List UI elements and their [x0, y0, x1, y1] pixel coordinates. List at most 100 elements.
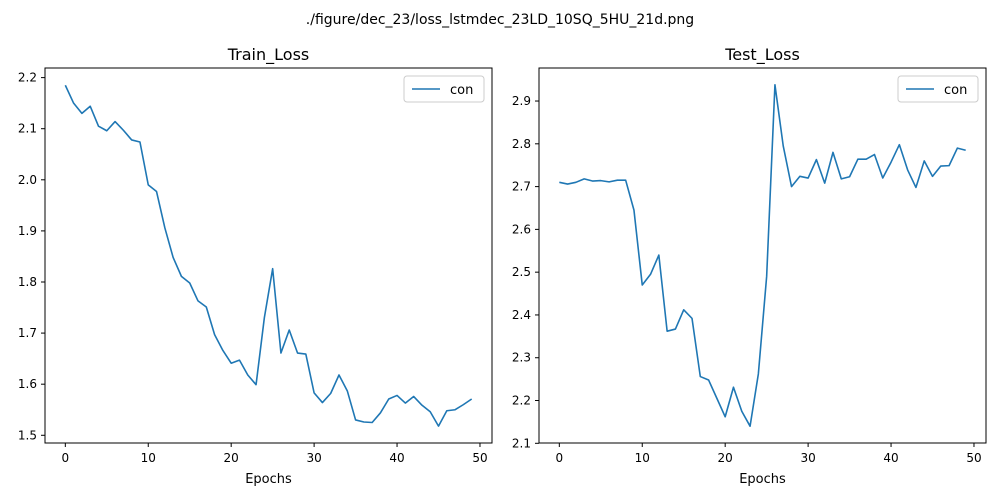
test-loss-data-point: [724, 416, 726, 418]
train-loss-data-point: [421, 404, 423, 406]
test-loss-data-point: [749, 425, 751, 427]
train-loss-title: Train_Loss: [227, 45, 309, 65]
train-loss-data-point: [214, 334, 216, 336]
train-loss-data-point: [222, 350, 224, 352]
test-loss-data-point: [583, 178, 585, 180]
train-loss-data-point: [288, 329, 290, 331]
train-loss-data-point: [346, 390, 348, 392]
train-loss-data-point: [280, 352, 282, 354]
train-loss-data-point: [81, 113, 83, 115]
train-loss-x-tick-label: 0: [61, 451, 69, 465]
train-loss-y-tick-label: 1.9: [18, 224, 37, 238]
test-loss-data-point: [865, 158, 867, 160]
test-loss-y-tick-label: 2.2: [512, 394, 531, 408]
test-loss-y-tick-label: 2.4: [512, 308, 531, 322]
train-loss-data-point: [438, 425, 440, 427]
train-loss-legend-box: [403, 75, 485, 103]
test-loss-data-point: [849, 176, 851, 178]
train-loss-data-point: [413, 396, 415, 398]
train-loss-data-point: [164, 227, 166, 229]
figure-suptitle: ./figure/dec_23/loss_lstmdec_23LD_10SQ_5…: [306, 12, 694, 28]
test-loss-x-tick-label: 10: [635, 451, 650, 465]
test-loss-data-point: [567, 183, 569, 185]
test-loss-data-point: [874, 154, 876, 156]
train-loss-data-point: [123, 129, 125, 131]
train-loss-data-point: [139, 141, 141, 143]
test-loss-data-point: [691, 318, 693, 320]
train-loss-data-point: [446, 410, 448, 412]
train-loss-x-tick-label: 20: [224, 451, 239, 465]
train-loss-data-point: [255, 384, 257, 386]
test-loss-data-point: [932, 176, 934, 178]
test-loss-x-tick-label: 40: [883, 451, 898, 465]
train-loss-data-point: [272, 268, 274, 270]
test-loss-data-point: [633, 209, 635, 211]
test-loss-axes-frame: [538, 67, 987, 444]
test-loss-data-point: [658, 254, 660, 256]
test-loss-data-point: [716, 398, 718, 400]
train-loss-data-point: [65, 84, 67, 86]
test-loss-data-point: [700, 376, 702, 378]
test-loss-data-point: [733, 386, 735, 388]
test-loss-data-point: [708, 379, 710, 381]
test-loss-data-point: [766, 276, 768, 278]
test-loss-x-tick-label: 50: [966, 451, 981, 465]
test-loss-data-point: [923, 160, 925, 162]
test-loss-title: Test_Loss: [724, 45, 800, 65]
train-loss-y-tick-label: 1.7: [18, 326, 37, 340]
test-loss-data-point: [617, 179, 619, 181]
test-loss-x-axis-label: Epochs: [739, 472, 786, 487]
train-loss-data-point: [380, 412, 382, 414]
train-loss-data-point: [454, 409, 456, 411]
test-loss-y-tick-label: 2.5: [512, 265, 531, 279]
test-loss-y-tick-label: 2.7: [512, 180, 531, 194]
train-loss-series-line-con: [64, 84, 473, 427]
train-loss-data-point: [189, 282, 191, 284]
test-loss-data-point: [774, 84, 776, 86]
test-loss-data-point: [965, 149, 967, 151]
train-loss-data-point: [305, 353, 307, 355]
train-loss-x-axis-label: Epochs: [245, 472, 292, 487]
train-loss-data-point: [172, 257, 174, 259]
test-loss-data-point: [915, 187, 917, 189]
train-loss-y-tick-label: 2.0: [18, 173, 37, 187]
test-loss-x-tick-label: 20: [718, 451, 733, 465]
test-loss-data-point: [600, 180, 602, 182]
train-loss-y-tick-label: 2.1: [18, 122, 37, 136]
test-loss-x-tick-label: 30: [800, 451, 815, 465]
test-loss-legend-box: [897, 75, 979, 103]
test-loss-y-tick-label: 2.8: [512, 137, 531, 151]
train-loss-data-point: [396, 395, 398, 397]
train-loss-data-point: [322, 402, 324, 404]
test-loss-data-point: [782, 145, 784, 147]
test-loss-data-point: [799, 176, 801, 178]
test-loss-data-point: [592, 180, 594, 182]
train-loss-x-tick-label: 30: [306, 451, 321, 465]
test-loss-data-point: [824, 182, 826, 184]
train-loss-data-point: [73, 102, 75, 104]
test-loss-data-point: [957, 147, 959, 149]
test-loss-y-tick-label: 2.9: [512, 94, 531, 108]
train-loss-data-point: [147, 184, 149, 186]
train-loss-data-point: [355, 419, 357, 421]
test-loss-y-tick-label: 2.1: [512, 436, 531, 450]
train-loss-y-tick-label: 1.5: [18, 428, 37, 442]
test-loss-data-point: [741, 410, 743, 412]
test-loss-panel: Test_Loss Epochs 0 10 20 30 40 50 2.1 2.2 2.3 2.4 2.…: [512, 45, 987, 487]
train-loss-data-point: [264, 317, 266, 319]
test-loss-y-tick-label: 2.3: [512, 351, 531, 365]
test-loss-data-point: [608, 181, 610, 183]
test-loss-data-point: [948, 165, 950, 167]
train-loss-data-point: [106, 130, 108, 132]
train-loss-data-point: [297, 352, 299, 354]
train-loss-data-point: [313, 392, 315, 394]
test-loss-y-tick-label: 2.6: [512, 222, 531, 236]
train-loss-data-point: [114, 121, 116, 123]
test-loss-data-point: [816, 159, 818, 161]
train-loss-legend-label: con: [450, 83, 473, 98]
test-loss-data-point: [575, 182, 577, 184]
train-loss-data-point: [206, 306, 208, 308]
test-loss-data-point: [791, 186, 793, 188]
test-loss-data-point: [683, 309, 685, 311]
